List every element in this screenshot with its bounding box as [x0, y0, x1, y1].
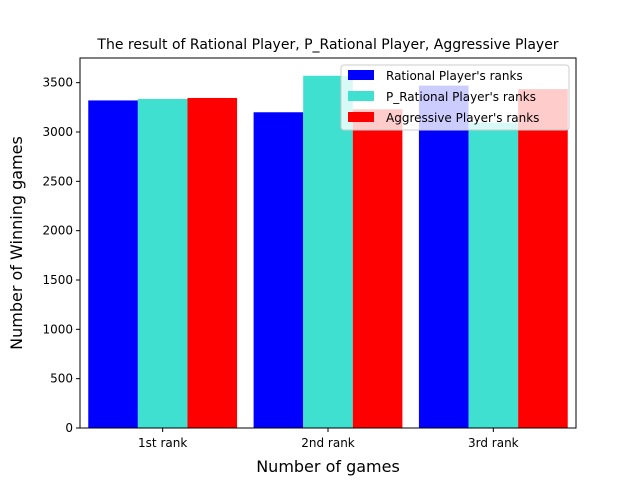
legend: Rational Player's ranks P_Rational Playe…: [340, 64, 570, 131]
y-tick-label: 1500: [42, 273, 73, 287]
bars-group: [88, 75, 568, 429]
y-tick-label: 2000: [42, 224, 73, 238]
legend-label-p-rational: P_Rational Player's ranks: [386, 90, 536, 104]
y-axis-label: Number of Winning games: [7, 136, 26, 350]
y-axis-ticks: 0 500 1000 1500 2000 2500 3000 3500: [42, 76, 80, 435]
legend-swatch-aggressive: [348, 112, 374, 122]
y-tick-label: 0: [65, 421, 73, 435]
y-tick-label: 2500: [42, 174, 73, 188]
x-axis-label: Number of games: [256, 457, 400, 476]
y-tick-label: 1000: [42, 322, 73, 336]
legend-frame: [340, 64, 570, 131]
x-tick-label: 3rd rank: [468, 436, 519, 450]
bar-p-rational-2: [303, 75, 353, 428]
y-tick-label: 500: [50, 372, 73, 386]
bar-rational-1: [88, 100, 138, 428]
legend-label-aggressive: Aggressive Player's ranks: [386, 111, 539, 125]
legend-label-rational: Rational Player's ranks: [386, 69, 523, 83]
legend-swatch-p-rational: [348, 91, 374, 101]
bar-rational-2: [253, 112, 304, 429]
bar-p-rational-1: [137, 98, 188, 429]
x-axis-ticks: 1st rank 2nd rank 3rd rank: [138, 428, 519, 450]
bar-aggressive-1: [187, 97, 238, 429]
x-tick-label: 1st rank: [138, 436, 187, 450]
bar-p-rational-3: [468, 122, 519, 429]
y-tick-label: 3000: [42, 125, 73, 139]
bar-aggressive-3: [518, 89, 568, 428]
bar-aggressive-2: [352, 109, 403, 428]
legend-swatch-rational: [348, 70, 374, 80]
x-tick-label: 2nd rank: [301, 436, 355, 450]
y-tick-label: 3500: [42, 76, 73, 90]
chart-title: The result of Rational Player, P_Rationa…: [96, 37, 558, 53]
bar-rational-3: [418, 85, 469, 429]
